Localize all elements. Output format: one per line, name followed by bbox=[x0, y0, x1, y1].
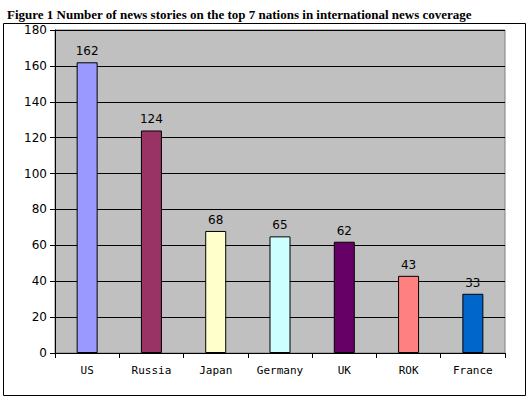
svg-text:40: 40 bbox=[32, 274, 47, 288]
svg-text:France: France bbox=[453, 364, 493, 377]
svg-text:80: 80 bbox=[32, 202, 47, 216]
svg-text:Figure 1 Number of news storie: Figure 1 Number of news stories on the t… bbox=[7, 7, 472, 22]
svg-text:65: 65 bbox=[272, 218, 287, 232]
svg-text:43: 43 bbox=[401, 258, 416, 272]
svg-text:68: 68 bbox=[208, 213, 223, 227]
svg-text:100: 100 bbox=[24, 167, 47, 181]
svg-text:20: 20 bbox=[32, 310, 47, 324]
svg-text:US: US bbox=[81, 364, 94, 377]
svg-text:120: 120 bbox=[24, 131, 47, 145]
svg-text:Russia: Russia bbox=[132, 364, 172, 377]
svg-text:60: 60 bbox=[32, 238, 47, 252]
svg-text:160: 160 bbox=[24, 59, 47, 73]
svg-text:162: 162 bbox=[76, 44, 99, 58]
svg-text:124: 124 bbox=[140, 112, 163, 126]
svg-text:ROK: ROK bbox=[399, 364, 419, 377]
svg-text:180: 180 bbox=[24, 23, 47, 37]
svg-text:140: 140 bbox=[24, 95, 47, 109]
svg-text:0: 0 bbox=[39, 346, 47, 360]
svg-text:33: 33 bbox=[465, 276, 480, 290]
svg-text:62: 62 bbox=[337, 224, 352, 238]
svg-text:UK: UK bbox=[338, 364, 352, 377]
svg-text:Japan: Japan bbox=[199, 364, 232, 377]
svg-text:Germany: Germany bbox=[257, 364, 304, 377]
